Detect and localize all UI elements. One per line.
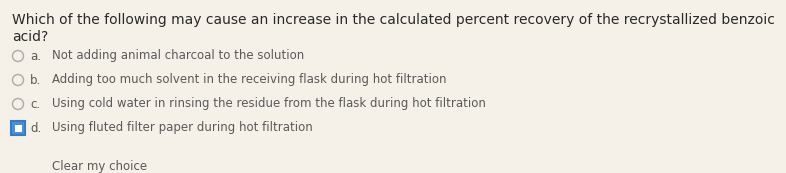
Text: acid?: acid? [12,30,48,44]
Text: Not adding animal charcoal to the solution: Not adding animal charcoal to the soluti… [52,49,304,62]
FancyBboxPatch shape [14,125,21,131]
Text: Clear my choice: Clear my choice [52,160,147,173]
Text: a.: a. [30,49,41,62]
Text: Using cold water in rinsing the residue from the flask during hot filtration: Using cold water in rinsing the residue … [52,98,486,111]
FancyBboxPatch shape [11,121,25,135]
Circle shape [13,75,24,85]
Text: c.: c. [30,98,40,111]
Text: Which of the following may cause an increase in the calculated percent recovery : Which of the following may cause an incr… [12,13,775,27]
Text: d.: d. [30,121,41,134]
Circle shape [13,51,24,61]
Text: b.: b. [30,74,41,86]
Text: Adding too much solvent in the receiving flask during hot filtration: Adding too much solvent in the receiving… [52,74,446,86]
Text: Using fluted filter paper during hot filtration: Using fluted filter paper during hot fil… [52,121,313,134]
Circle shape [13,98,24,110]
